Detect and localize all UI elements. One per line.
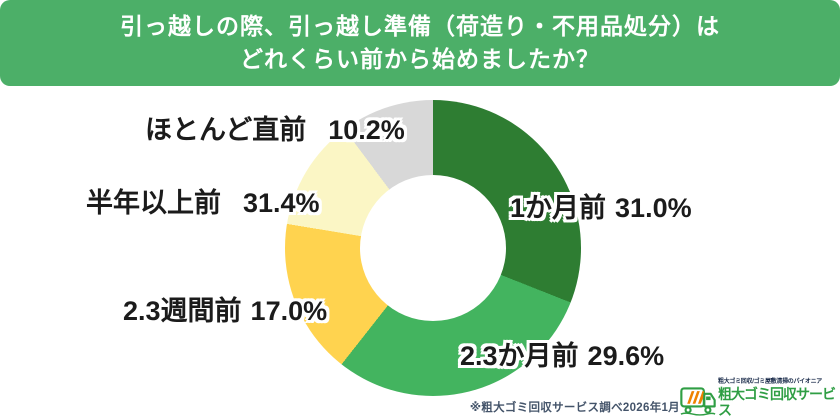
slice-pct: 17.0% [250, 296, 328, 326]
slice-pct: 10.2% [328, 115, 405, 145]
brand-tagline: 粗大ゴミ回収/ゴミ屋敷清掃のパイオニア [718, 379, 822, 385]
slice-label-1-kagetsu-mae: 1か月前 31.0% [510, 186, 692, 225]
slice-label-hotondo-chokuzen: ほとんど直前 10.2% [145, 108, 405, 147]
truck-icon [680, 387, 716, 416]
slice-name: ほとんど直前 [145, 115, 307, 145]
slice-name: 2.3か月前 [460, 341, 579, 371]
title-banner: 引っ越しの際、引っ越し準備（荷造り・不用品処分）は どれくらい前から始めましたか… [0, 0, 840, 86]
slice-pct: 31.4% [243, 188, 320, 218]
slice-label-23-kagetsu-mae: 2.3か月前 29.6% [460, 334, 664, 373]
slice-label-hantoshi-ijo-mae: 半年以上前 31.4% [86, 181, 320, 220]
slice-pct: 31.0% [615, 193, 692, 223]
brand-name: 粗大ゴミ回収サービス [718, 386, 836, 418]
source-note: ※粗大ゴミ回収サービス調べ2026年1月 [469, 402, 680, 414]
slice-name: 半年以上前 [86, 188, 221, 218]
donut-hole [360, 175, 506, 321]
slice-pct: 29.6% [587, 341, 665, 371]
slice-name: 1か月前 [510, 193, 607, 223]
brand-logo: 粗大ゴミ回収/ゴミ屋敷清掃のパイオニア 粗大ゴミ回収サービス [680, 378, 838, 418]
slice-name: 2.3週間前 [123, 296, 242, 326]
page-title-line2: どれくらい前から始めましたか？ [240, 46, 600, 72]
slice-label-23-shukan-mae: 2.3週間前 17.0% [123, 289, 327, 328]
page-title-line1: 引っ越しの際、引っ越し準備（荷造り・不用品処分）は [120, 13, 720, 39]
